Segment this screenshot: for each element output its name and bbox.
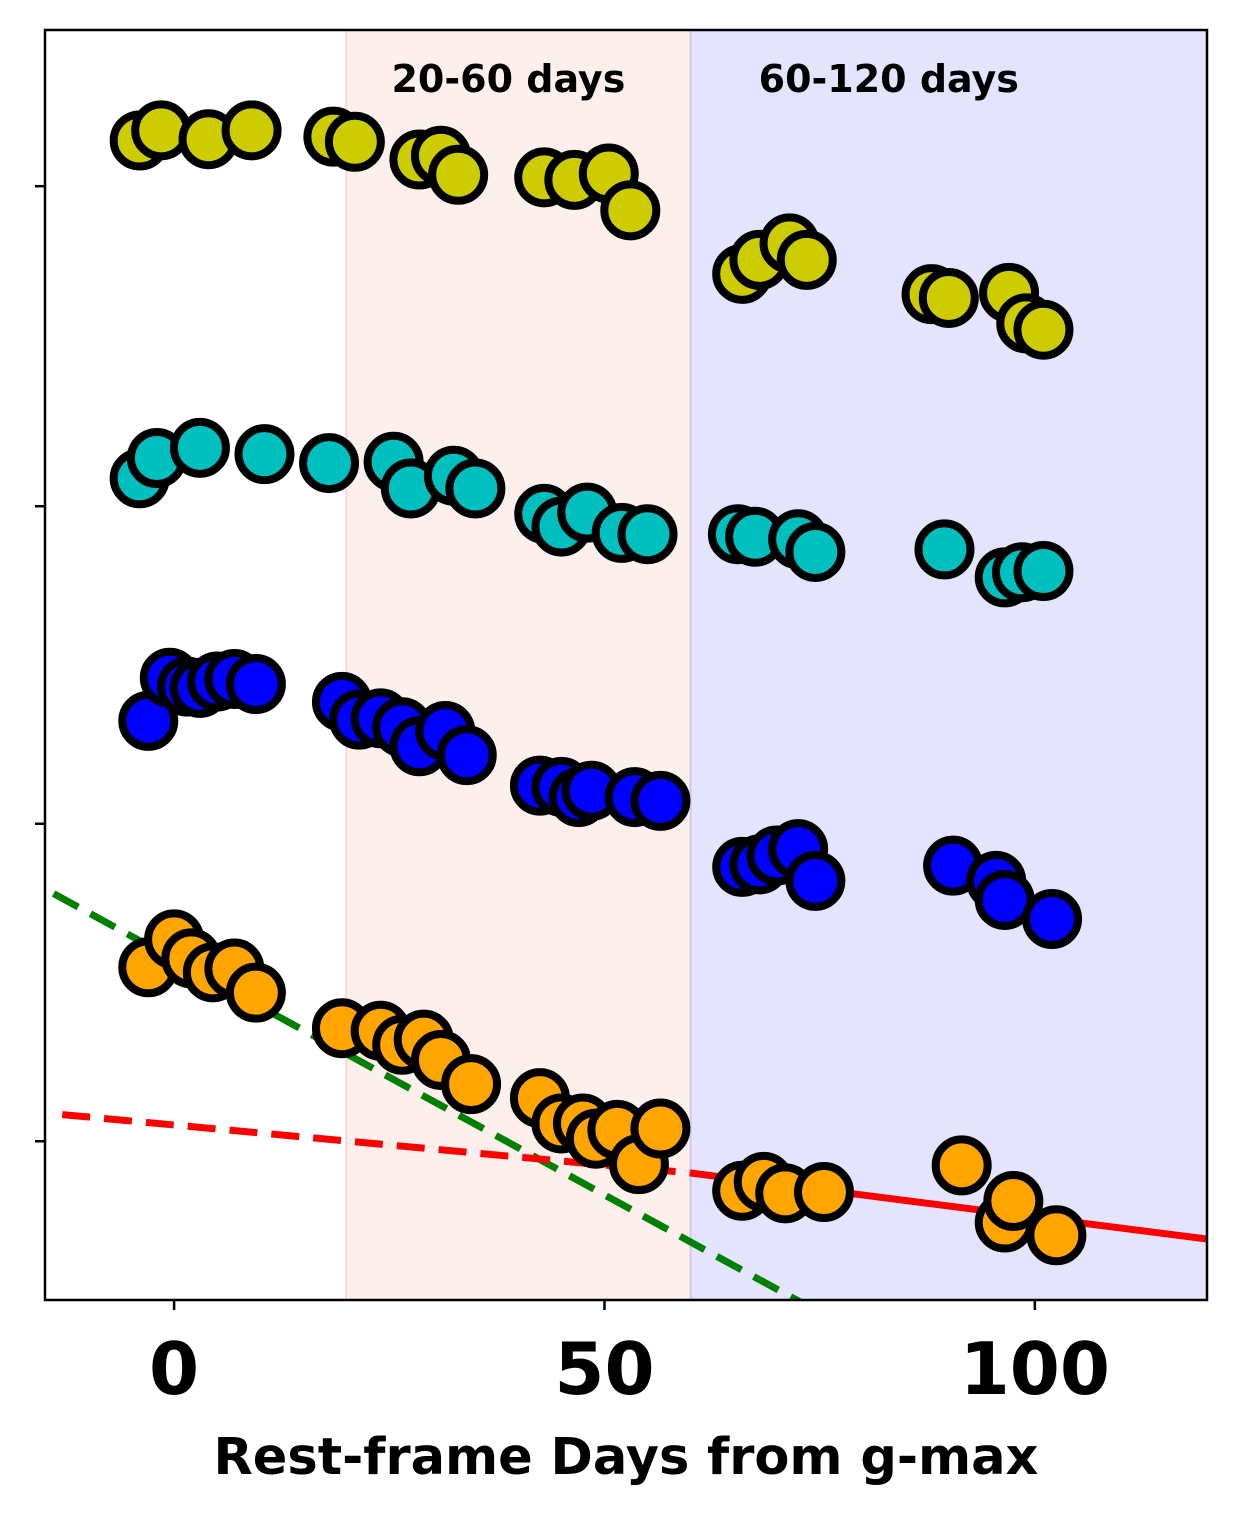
point-s0-8 <box>428 144 489 205</box>
point-s1-4 <box>299 433 360 494</box>
point-s1-3 <box>234 424 295 485</box>
point-s0-1 <box>131 100 192 161</box>
point-s1-18 <box>914 519 975 580</box>
point-s0-5 <box>324 111 385 172</box>
point-s3-23 <box>931 1135 992 1196</box>
point-s0-12 <box>600 180 661 241</box>
point-s0-18 <box>918 267 979 328</box>
data-points <box>109 100 1087 1266</box>
point-s3-22 <box>793 1162 854 1223</box>
region-labels: 20-60 days 60-120 days <box>391 57 1018 101</box>
x-tick-label-2: 100 <box>960 1327 1110 1411</box>
point-s3-11 <box>441 1054 502 1115</box>
point-s1-21 <box>1013 541 1074 602</box>
point-s2-24 <box>785 850 846 911</box>
point-s1-13 <box>617 504 678 565</box>
region-label-1: 60-120 days <box>759 57 1019 101</box>
point-s3-25 <box>983 1170 1044 1231</box>
point-s3-5 <box>225 962 286 1023</box>
point-s1-17 <box>785 521 846 582</box>
point-s0-16 <box>776 229 837 290</box>
point-s2-6 <box>225 654 286 715</box>
x-tick-label-1: 50 <box>554 1327 654 1411</box>
shaded-regions <box>345 30 1207 1300</box>
point-s2-13 <box>436 725 497 786</box>
point-s2-28 <box>1022 889 1083 949</box>
shaded-region-1 <box>690 30 1207 1300</box>
point-s3-18 <box>630 1098 691 1159</box>
plot-frame <box>43 28 1209 1302</box>
point-s0-3 <box>221 100 282 161</box>
point-s2-19 <box>630 770 691 831</box>
x-axis-title: Rest-frame Days from g-max <box>214 1428 1039 1487</box>
point-s3-26 <box>1026 1205 1087 1266</box>
x-tick-label-0: 0 <box>149 1327 199 1411</box>
point-s0-21 <box>1013 299 1074 360</box>
point-s1-2 <box>169 417 230 478</box>
region-label-0: 20-60 days <box>391 57 625 101</box>
point-s1-8 <box>445 458 506 519</box>
axis-ticks: 0 50 100 <box>35 184 1110 1411</box>
